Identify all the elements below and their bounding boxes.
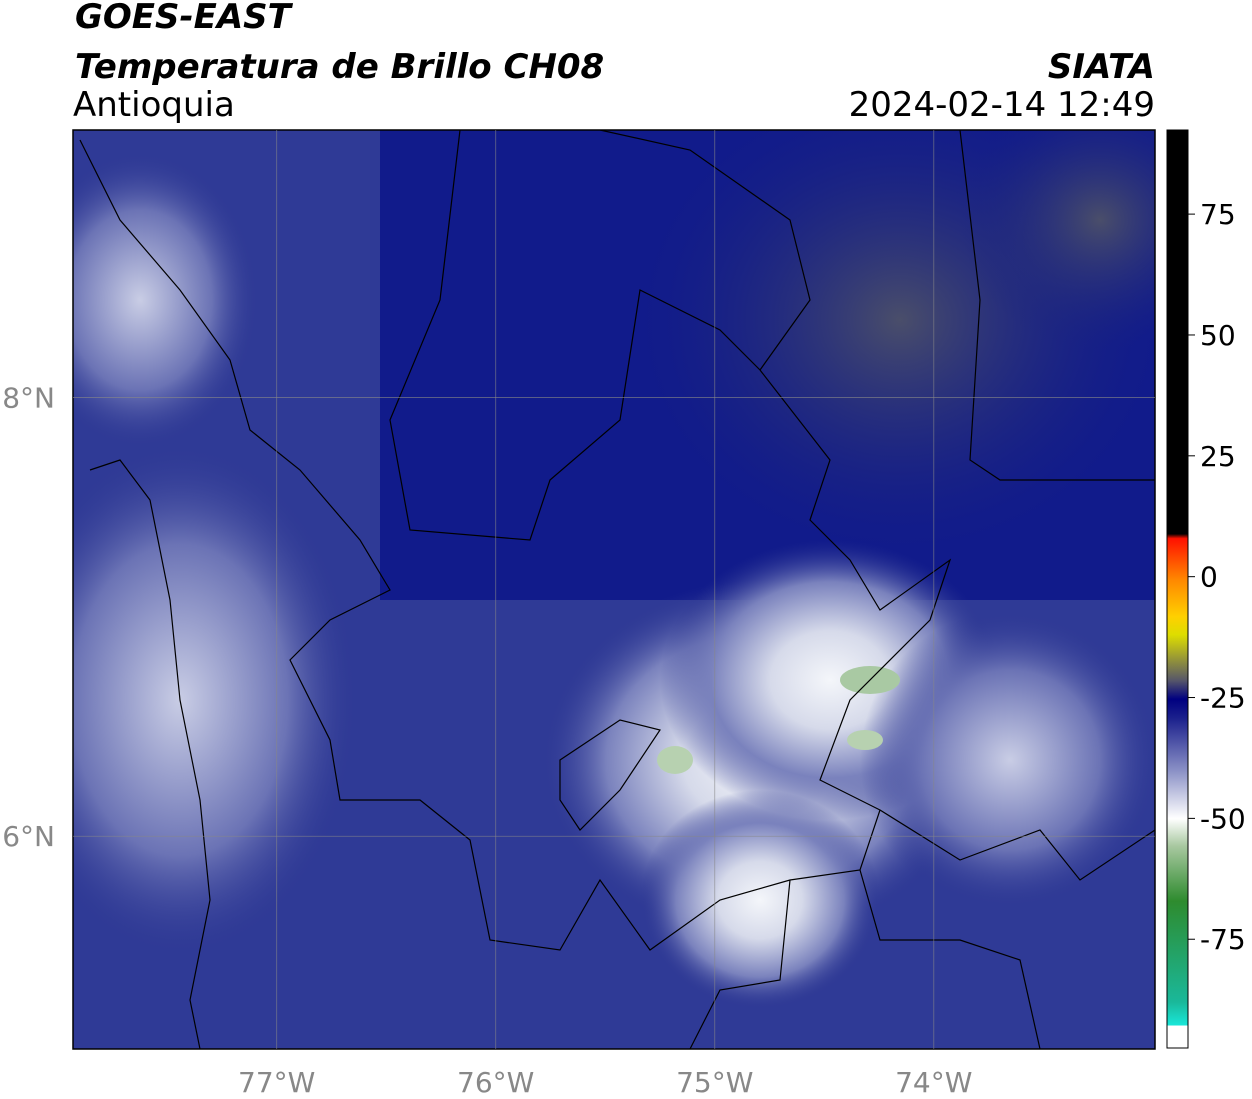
map-frame [72, 129, 1156, 1050]
lon-tick-label: 75°W [676, 1066, 753, 1099]
colorbar-tick-label: -75 [1200, 923, 1246, 956]
lat-tick-label: 8°N [2, 382, 55, 415]
agency: SIATA [1048, 47, 1155, 87]
colorbar-tick-label: 25 [1200, 440, 1236, 473]
lon-tick-label: 76°W [457, 1066, 534, 1099]
region: Antioquia [73, 85, 235, 125]
datetime: 2024-02-14 12:49 [849, 85, 1155, 125]
colorbar-tick-label: -25 [1200, 682, 1246, 715]
lon-tick-label: 77°W [238, 1066, 315, 1099]
lat-tick-label: 6°N [2, 820, 55, 853]
map-image [73, 130, 1155, 1049]
colorbar [1166, 129, 1189, 1049]
colorbar-tick-label: 50 [1200, 319, 1236, 352]
colorbar-tick-label: 75 [1200, 198, 1236, 231]
colorbar-tick-label: 0 [1200, 561, 1218, 594]
title: GOES-EAST [75, 0, 294, 37]
colorbar-tick-label: -50 [1200, 802, 1246, 835]
subtitle: Temperatura de Brillo CH08 [75, 47, 604, 87]
lon-tick-label: 74°W [895, 1066, 972, 1099]
